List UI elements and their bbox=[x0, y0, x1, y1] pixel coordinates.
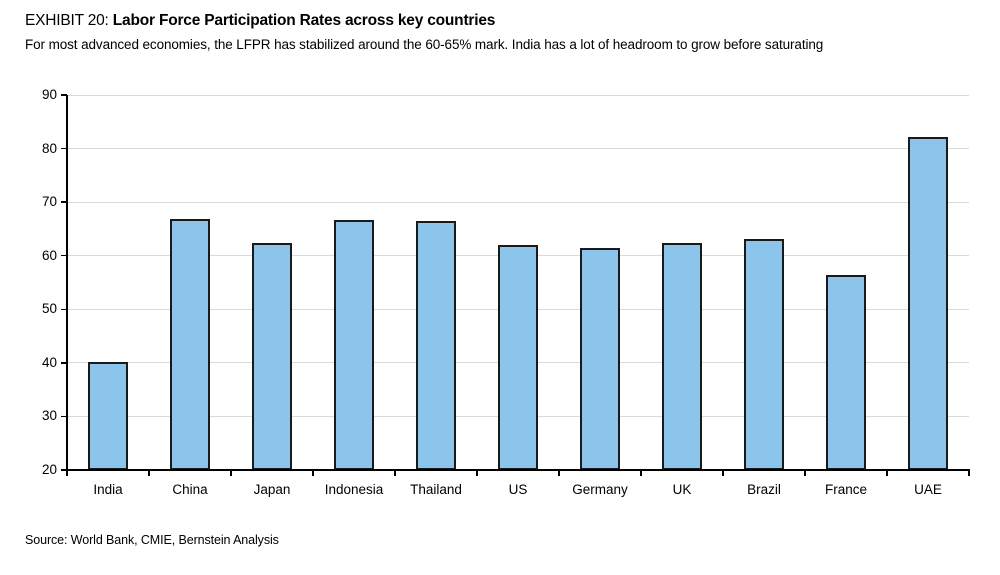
y-axis-tick-label: 30 bbox=[41, 408, 57, 424]
y-axis-tick bbox=[61, 147, 67, 150]
gridline bbox=[67, 94, 969, 96]
y-axis-tick-label: 60 bbox=[41, 247, 57, 263]
x-axis-tick bbox=[148, 470, 150, 476]
x-axis-line bbox=[66, 469, 970, 471]
x-axis-category-label: China bbox=[172, 482, 208, 497]
y-axis-tick-label: 90 bbox=[41, 87, 57, 102]
source-note: Source: World Bank, CMIE, Bernstein Anal… bbox=[25, 533, 279, 547]
chart-subtitle: For most advanced economies, the LFPR ha… bbox=[25, 37, 824, 52]
x-axis-tick bbox=[886, 470, 888, 476]
exhibit-number-label: EXHIBIT 20: bbox=[25, 12, 109, 29]
x-axis-category-label: France bbox=[824, 482, 868, 497]
bar bbox=[662, 243, 702, 470]
x-axis-category-label: Indonesia bbox=[324, 482, 384, 497]
y-axis-tick-label: 80 bbox=[41, 140, 57, 156]
x-axis-category-label: US bbox=[508, 482, 528, 497]
chart-title: Labor Force Participation Rates across k… bbox=[112, 12, 496, 29]
bar bbox=[580, 247, 620, 470]
y-axis-tick bbox=[61, 362, 67, 364]
y-axis-tick bbox=[61, 415, 67, 418]
bar bbox=[498, 245, 538, 470]
exhibit-title: EXHIBIT 20: Labor Force Participation Ra… bbox=[25, 12, 495, 30]
y-axis-tick bbox=[61, 94, 67, 96]
y-axis-tick bbox=[61, 308, 67, 311]
y-axis-tick-label: 70 bbox=[41, 194, 57, 210]
bar bbox=[908, 136, 948, 470]
x-axis-tick bbox=[558, 470, 560, 476]
y-axis-tick bbox=[61, 201, 67, 203]
bar bbox=[416, 220, 456, 470]
x-axis-category-label: UK bbox=[672, 482, 692, 497]
x-axis-category-label: India bbox=[93, 482, 123, 497]
bar bbox=[88, 361, 128, 470]
y-axis-tick-label: 20 bbox=[41, 462, 57, 477]
gridline bbox=[67, 148, 969, 150]
bar bbox=[334, 220, 374, 470]
x-axis-tick bbox=[394, 470, 396, 476]
x-axis-category-label: Germany bbox=[572, 482, 628, 497]
y-axis-tick-label: 40 bbox=[41, 354, 57, 370]
x-axis-tick bbox=[476, 470, 478, 476]
x-axis-tick bbox=[640, 470, 642, 476]
x-axis-category-label: UAE bbox=[914, 482, 942, 497]
bar bbox=[170, 218, 210, 470]
bar bbox=[744, 238, 784, 470]
x-axis-tick bbox=[312, 470, 314, 476]
x-axis-tick bbox=[722, 470, 724, 476]
x-axis-category-label: Thailand bbox=[410, 482, 462, 497]
gridline bbox=[67, 201, 969, 203]
bar bbox=[826, 275, 866, 470]
x-axis-tick bbox=[230, 470, 232, 476]
x-axis-tick bbox=[804, 470, 806, 476]
y-axis-tick bbox=[61, 469, 67, 471]
bar bbox=[252, 242, 292, 470]
x-axis-tick bbox=[66, 470, 68, 476]
y-axis-line bbox=[66, 95, 68, 471]
x-axis-tick bbox=[968, 470, 970, 476]
x-axis-category-label: Brazil bbox=[747, 482, 781, 497]
y-axis-tick bbox=[61, 254, 67, 257]
x-axis-category-label: Japan bbox=[253, 482, 291, 497]
y-axis-tick-label: 50 bbox=[41, 301, 57, 317]
